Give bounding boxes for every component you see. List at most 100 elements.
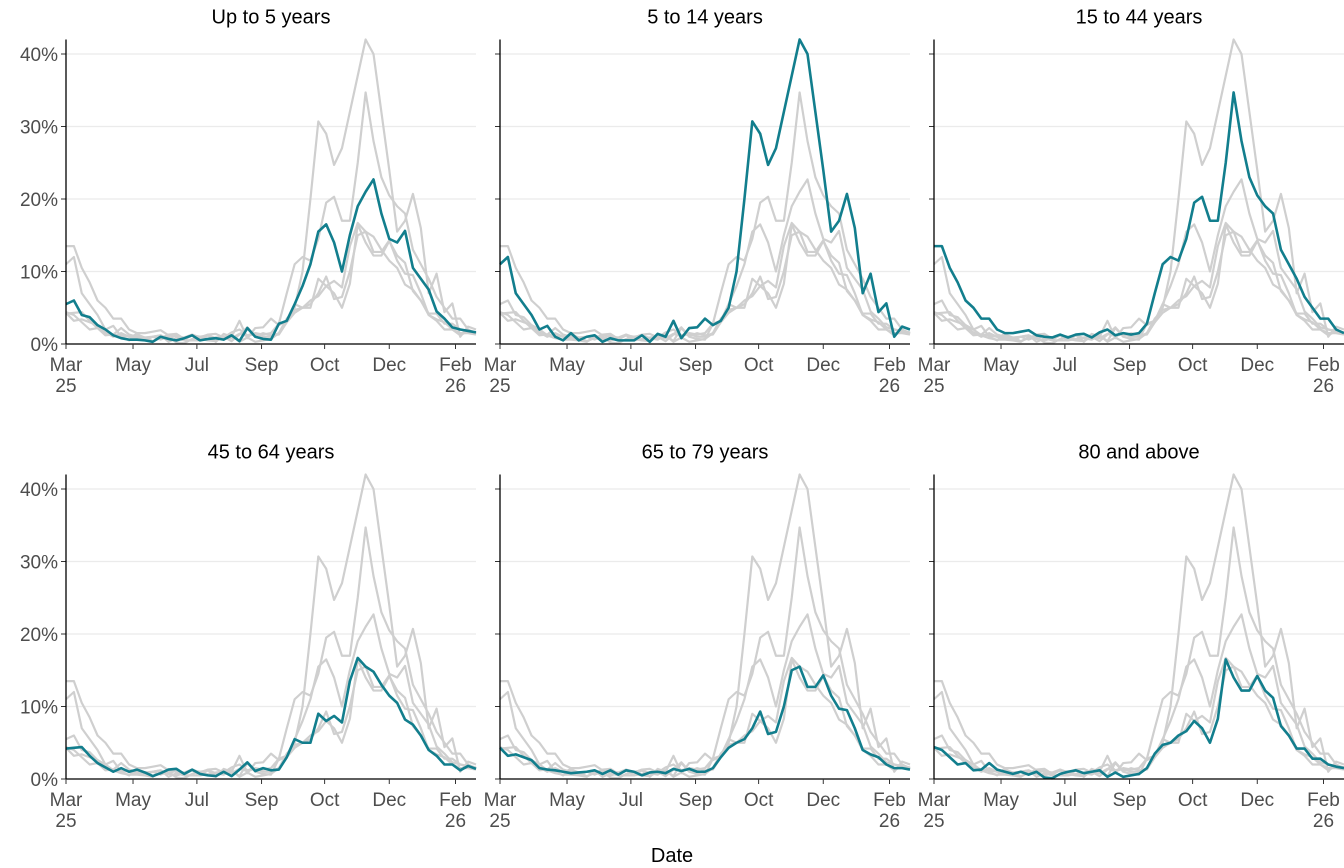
- x-tick-label-line: Dec: [1240, 355, 1274, 376]
- x-tick-label-line: Oct: [1178, 355, 1208, 376]
- x-tick-label: Jul: [185, 355, 209, 376]
- x-tick-label-line: Oct: [1178, 790, 1208, 811]
- x-tick-label-line: Jul: [619, 355, 643, 376]
- x-tick-label-line: Jul: [185, 790, 209, 811]
- x-tick-label-line: 26: [445, 811, 466, 832]
- context-line: [65, 658, 477, 780]
- context-line: [933, 665, 1344, 777]
- x-tick-label: Jul: [619, 790, 643, 811]
- y-tick-label: 20%: [20, 625, 58, 646]
- x-tick-label: Dec: [1240, 790, 1274, 811]
- x-tick-label-line: Sep: [1113, 790, 1147, 811]
- panel-title: 15 to 44 years: [1076, 7, 1203, 29]
- x-tick-label: Mar 25: [484, 355, 517, 397]
- x-tick-label-line: May: [549, 355, 585, 376]
- highlight-line: [933, 658, 1344, 780]
- x-tick-label-line: Oct: [744, 790, 774, 811]
- x-tick-label-line: Jul: [1053, 355, 1077, 376]
- x-tick-label-line: Sep: [679, 790, 713, 811]
- x-tick-label: Sep: [1113, 355, 1147, 376]
- x-tick-label-line: Feb: [873, 790, 906, 811]
- x-tick-label-line: 26: [879, 376, 900, 397]
- x-tick-label: Mar 25: [484, 790, 517, 832]
- context-line: [65, 223, 477, 345]
- x-tick-label-line: 25: [489, 811, 510, 832]
- x-tick-label-line: Oct: [310, 355, 340, 376]
- context-line: [500, 526, 911, 774]
- x-tick-label: Sep: [245, 355, 279, 376]
- x-tick-label-line: May: [983, 355, 1019, 376]
- context-line: [65, 230, 477, 342]
- y-tick-label: 30%: [20, 553, 58, 574]
- highlight-line: [499, 665, 911, 777]
- y-tick-label: 40%: [20, 480, 58, 501]
- x-tick-label: May: [549, 790, 585, 811]
- x-tick-label-line: Mar: [918, 355, 951, 376]
- panel-title: 80 and above: [1078, 442, 1199, 464]
- x-tick-label: Oct: [1178, 790, 1208, 811]
- panel-title: 5 to 14 years: [647, 7, 763, 29]
- panel-title: 65 to 79 years: [642, 442, 769, 464]
- x-tick-label: May: [983, 790, 1019, 811]
- context-line: [499, 223, 911, 345]
- x-tick-label: Mar 25: [50, 790, 83, 832]
- y-tick-label: 30%: [20, 118, 58, 139]
- x-tick-label: Mar 25: [918, 355, 951, 397]
- x-tick-label: Feb 26: [439, 790, 472, 832]
- x-axis-label: Date: [651, 845, 693, 867]
- x-tick-label: Sep: [679, 790, 713, 811]
- context-line: [65, 38, 477, 343]
- x-tick-label-line: Feb: [439, 355, 472, 376]
- context-line: [933, 38, 1344, 343]
- x-tick-label-line: Mar: [918, 790, 951, 811]
- x-tick-label-line: May: [115, 355, 151, 376]
- panel-title: 45 to 64 years: [208, 442, 335, 464]
- y-tick-label: 10%: [20, 263, 58, 284]
- x-tick-label-line: 25: [55, 376, 76, 397]
- y-tick-label: 0%: [31, 335, 59, 356]
- x-tick-label: Dec: [372, 355, 406, 376]
- highlight-line: [934, 91, 1344, 339]
- context-line: [500, 91, 911, 339]
- x-tick-label: Oct: [310, 790, 340, 811]
- x-tick-label: May: [549, 355, 585, 376]
- context-line: [934, 526, 1344, 774]
- x-tick-label-line: Sep: [245, 790, 279, 811]
- x-tick-label-line: Sep: [1113, 355, 1147, 376]
- x-tick-label-line: Oct: [310, 790, 340, 811]
- x-tick-label-line: Dec: [1240, 790, 1274, 811]
- y-tick-label: 20%: [20, 190, 58, 211]
- y-tick-label: 40%: [20, 45, 58, 66]
- x-tick-label: Mar 25: [50, 355, 83, 397]
- x-tick-label: Feb 26: [873, 790, 906, 832]
- x-tick-label-line: 26: [445, 376, 466, 397]
- x-tick-label: Jul: [1053, 355, 1077, 376]
- x-tick-label-line: Jul: [1053, 790, 1077, 811]
- highlight-line: [499, 38, 911, 344]
- x-tick-label: Oct: [744, 790, 774, 811]
- x-tick-label: Dec: [372, 790, 406, 811]
- x-tick-label-line: May: [115, 790, 151, 811]
- x-tick-label-line: Dec: [372, 355, 406, 376]
- panel-title: Up to 5 years: [212, 7, 331, 29]
- x-tick-label-line: Feb: [873, 355, 906, 376]
- x-tick-label-line: Feb: [1307, 790, 1340, 811]
- x-tick-label: May: [115, 355, 151, 376]
- x-tick-label: May: [115, 790, 151, 811]
- x-tick-label: Jul: [185, 790, 209, 811]
- context-line: [499, 230, 911, 342]
- x-tick-label: Oct: [310, 355, 340, 376]
- x-tick-label: Dec: [806, 355, 840, 376]
- x-tick-label-line: Sep: [245, 355, 279, 376]
- context-line: [65, 221, 477, 343]
- context-line: [933, 223, 1344, 345]
- x-tick-label-line: Mar: [50, 790, 83, 811]
- x-tick-label-line: Feb: [439, 790, 472, 811]
- x-tick-label: Dec: [806, 790, 840, 811]
- x-tick-label-line: 25: [923, 811, 944, 832]
- x-tick-label: Oct: [1178, 355, 1208, 376]
- x-tick-label-line: Oct: [744, 355, 774, 376]
- x-tick-label-line: Dec: [806, 355, 840, 376]
- x-tick-label: Sep: [1113, 790, 1147, 811]
